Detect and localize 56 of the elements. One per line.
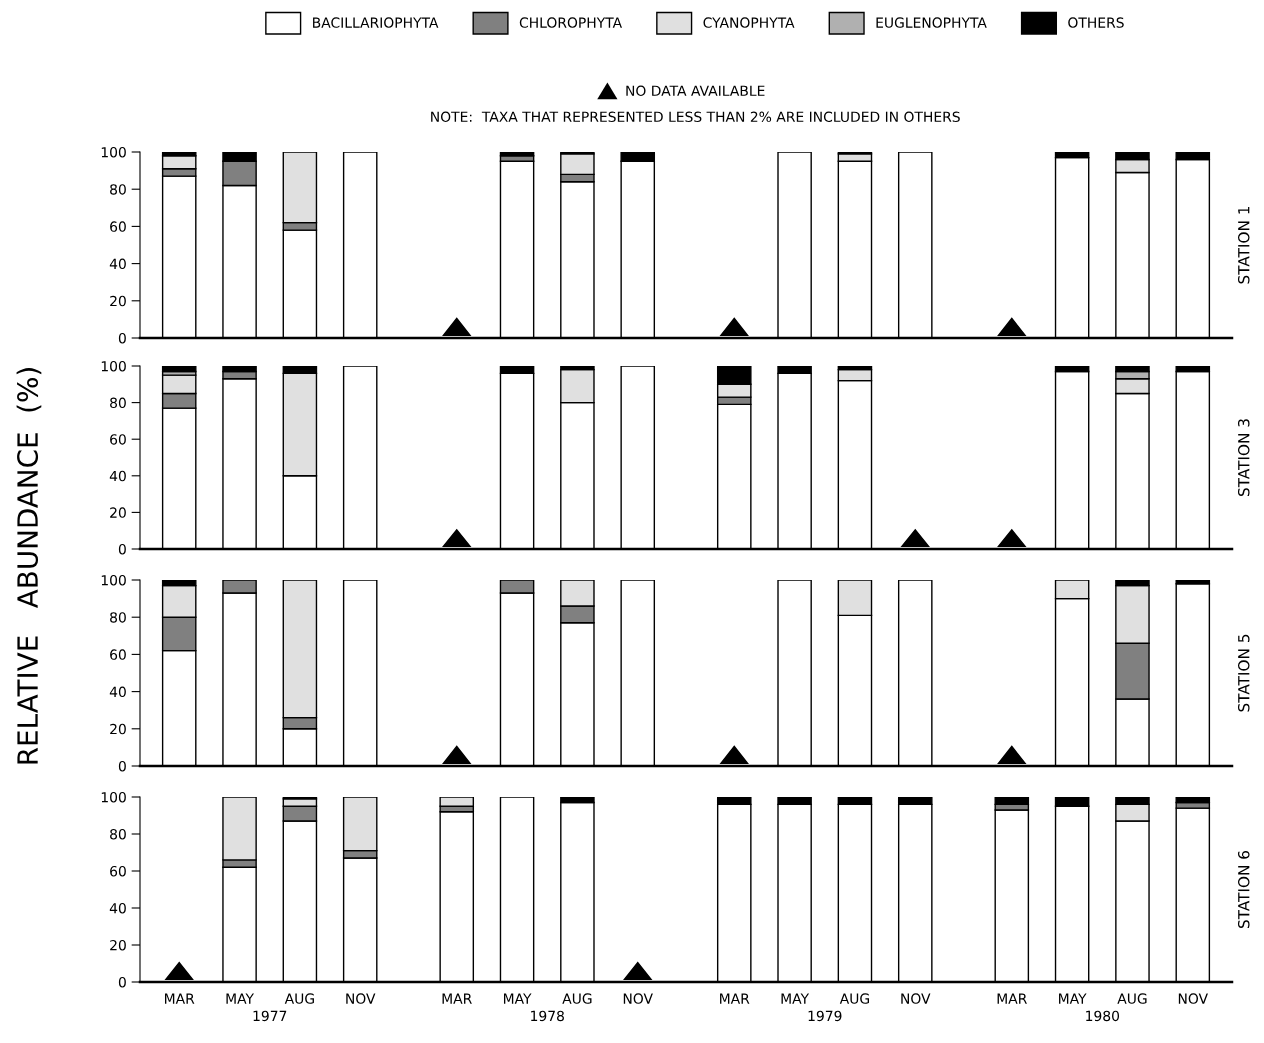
y-tick-label: 60 (110, 434, 126, 445)
x-tick-label: NOV (901, 993, 931, 1004)
text: NO DATA AVAILABLE (626, 85, 765, 97)
y-tick-label: 80 (110, 612, 126, 623)
y-tick-label: 100 (101, 574, 126, 586)
y-tick-label: 40 (109, 258, 126, 270)
y-tick-label: 20 (110, 939, 126, 951)
y-tick-label: 60 (110, 221, 126, 232)
legend-label: CYANOPHYTA (703, 17, 795, 28)
legend-label: CHLOROPHYTA (519, 17, 622, 28)
text: 1979 (808, 1010, 842, 1022)
y-tick-label: 100 (101, 360, 126, 372)
y-tick-label: 40 (109, 902, 126, 914)
x-tick-label: AUG (562, 993, 592, 1004)
x-tick-label: MAR (720, 993, 750, 1004)
x-tick-label: MAY (1059, 993, 1087, 1004)
x-tick-label: AUG (284, 993, 314, 1004)
x-tick-label: MAR (442, 993, 472, 1004)
y2-axis-title: STATION 6 (1237, 850, 1250, 928)
y-tick-label: 100 (101, 791, 126, 803)
x-tick-label: MAY (226, 993, 255, 1004)
text: 1977 (253, 1010, 287, 1022)
y-tick-label: 0 (118, 332, 126, 344)
y-tick-label: 20 (110, 295, 126, 307)
y-tick-label: 40 (109, 686, 126, 698)
x-tick-label: AUG (839, 993, 869, 1004)
y2-axis-title: STATION 3 (1237, 419, 1250, 496)
y-tick-label: 0 (118, 760, 126, 772)
y-tick-label: 20 (110, 507, 126, 518)
text: NOTE: TAXA THAT REPRESENTED LESS THAN 2% ARE INCLUDED IN OTHERS (431, 111, 960, 123)
x-tick-label: MAR (997, 993, 1027, 1004)
y-tick-label: 100 (101, 146, 126, 158)
y-tick-label: 40 (109, 470, 126, 482)
x-tick-label: MAY (781, 993, 810, 1004)
y-tick-label: 80 (110, 184, 126, 195)
y-axis-title: RELATIVE ABUNDANCE (%) (16, 368, 42, 764)
legend-label: EUGLENOPHYTA (876, 17, 987, 28)
y-tick-label: 80 (110, 397, 126, 409)
x-tick-label: NOV (346, 993, 376, 1004)
x-tick-label: AUG (1117, 993, 1147, 1004)
y2-axis-title: STATION 5 (1237, 634, 1250, 712)
text: 1980 (1086, 1010, 1120, 1022)
y-tick-label: 0 (118, 543, 126, 555)
x-tick-label: MAR (165, 993, 195, 1004)
x-tick-label: NOV (623, 993, 653, 1004)
y2-axis-title: STATION 1 (1237, 206, 1250, 284)
y-tick-label: 20 (110, 723, 126, 735)
y-tick-label: 60 (110, 865, 126, 877)
legend-label: OTHERS (1068, 17, 1124, 28)
x-tick-label: NOV (1178, 993, 1208, 1004)
y-tick-label: 80 (110, 828, 126, 840)
text: 1978 (531, 1010, 564, 1022)
x-tick-label: MAY (503, 993, 532, 1004)
y-tick-label: 60 (110, 649, 126, 660)
legend-label: BACILLARIOPHYTA (313, 17, 439, 28)
y-tick-label: 0 (118, 976, 126, 988)
